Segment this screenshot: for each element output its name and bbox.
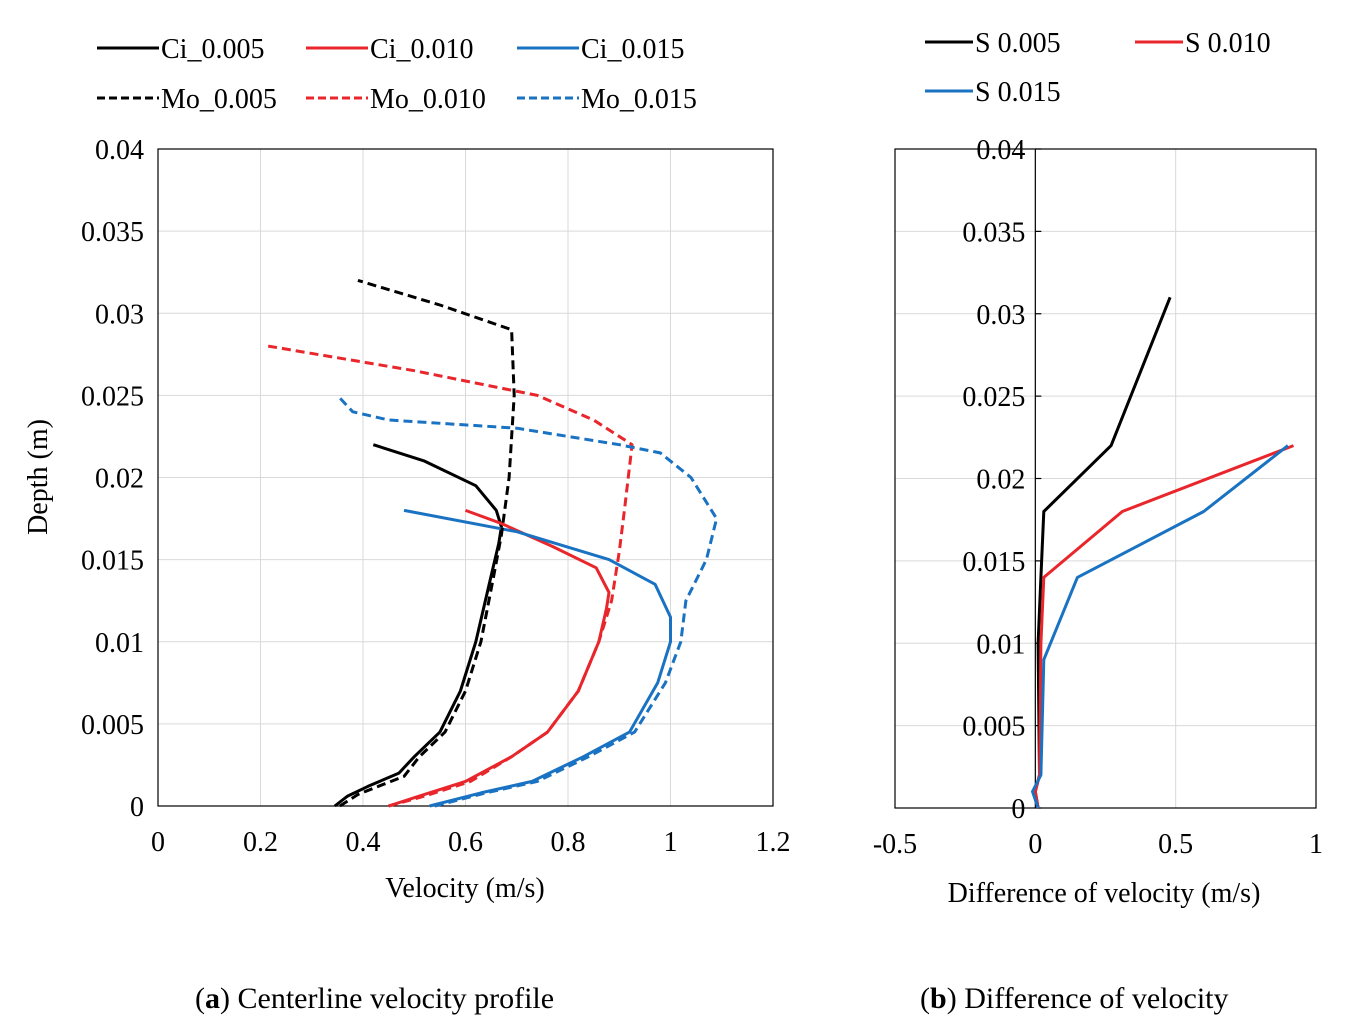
series-line-mo-0-010: [267, 344, 634, 808]
legend-label: Ci_0.010: [370, 34, 473, 65]
panel-a-x-axis-label: Velocity (m/s): [385, 873, 544, 904]
y-tick-label: 0.035: [81, 217, 144, 248]
y-tick-label: 0.02: [976, 465, 1025, 496]
y-tick-label: 0: [130, 792, 144, 823]
series-line-s-0-010: [1033, 444, 1295, 809]
panel-b-legend: S 0.005 S 0.010 S 0.015: [925, 28, 1271, 108]
x-tick-label: 0: [151, 827, 165, 858]
y-tick-label: 0.025: [81, 381, 144, 412]
y-tick-label: 0.015: [81, 546, 144, 577]
plot-area-border: [894, 148, 1317, 809]
panel-b-x-tick-labels: -0.5 0 0.5 1: [873, 829, 1323, 860]
x-tick-label: -0.5: [873, 829, 917, 860]
series-line-s-0-015: [1031, 444, 1289, 809]
legend-label: S 0.015: [975, 77, 1061, 108]
caption-b: (b) Difference of velocity: [920, 982, 1229, 1015]
y-tick-label: 0.03: [95, 299, 144, 330]
series-line-ci-0-005: [333, 443, 503, 808]
legend-label: S 0.005: [975, 28, 1061, 59]
x-tick-label: 0.8: [551, 827, 586, 858]
panel-a-y-tick-labels: 0 0.005 0.01 0.015 0.02 0.025 0.03 0.035 0.04: [81, 135, 144, 823]
y-tick-label: 0.02: [95, 464, 144, 495]
caption-b-text: Difference of velocity: [964, 982, 1229, 1015]
x-tick-label: 1: [664, 827, 678, 858]
y-tick-label: 0.01: [976, 629, 1025, 660]
caption-b-label: b: [930, 982, 947, 1015]
x-tick-label: 1.2: [756, 827, 791, 858]
caption-a: (a) Centerline velocity profile: [195, 982, 555, 1015]
panel-b-y-tick-labels: 0 0.005 0.01 0.015 0.02 0.025 0.03 0.035 0.04: [962, 135, 1025, 825]
series-line-mo-0-005: [339, 278, 516, 808]
x-tick-label: 0.2: [243, 827, 278, 858]
y-tick-label: 0: [1011, 794, 1025, 825]
x-tick-label: 0.5: [1158, 829, 1193, 860]
panel-a-x-tick-labels: 0 0.2 0.4 0.6 0.8 1 1.2: [151, 827, 791, 858]
legend-label: Ci_0.015: [581, 34, 684, 65]
legend-label: Ci_0.005: [161, 34, 264, 65]
x-tick-label: 0: [1028, 829, 1042, 860]
panel-b-x-axis-label: Difference of velocity (m/s): [948, 878, 1261, 909]
y-tick-label: 0.015: [962, 547, 1025, 578]
y-tick-label: 0.04: [976, 135, 1025, 166]
panel-a-grid: [157, 148, 774, 807]
y-tick-label: 0.04: [95, 135, 144, 166]
x-tick-label: 0.6: [448, 827, 483, 858]
y-tick-label: 0.005: [962, 712, 1025, 743]
panel-b: 0 0.005 0.01 0.015 0.02 0.025 0.03 0.035 0.04 -0…: [873, 28, 1323, 909]
panel-b-frame: [894, 148, 1317, 809]
legend-label: Mo_0.010: [370, 84, 486, 115]
caption-a-label: a: [205, 982, 220, 1015]
series-line-s-0-005: [1033, 296, 1172, 809]
panel-a-frame: [157, 148, 774, 807]
series-line-mo-0-015: [336, 394, 719, 808]
panel-b-grid: [894, 148, 1317, 809]
y-tick-label: 0.01: [95, 628, 144, 659]
legend-label: Mo_0.005: [161, 84, 277, 115]
caption-a-text: Centerline velocity profile: [237, 982, 555, 1015]
series-line-ci-0-015: [403, 508, 672, 808]
legend-label: Mo_0.015: [581, 84, 697, 115]
legend-label: S 0.010: [1185, 28, 1271, 59]
panel-b-series: [1031, 296, 1295, 809]
y-tick-label: 0.025: [962, 382, 1025, 413]
y-tick-label: 0.03: [976, 300, 1025, 331]
y-tick-label: 0.035: [962, 217, 1025, 248]
panel-a-series: [267, 278, 719, 808]
y-tick-label: 0.005: [81, 710, 144, 741]
x-tick-label: 1: [1309, 829, 1323, 860]
x-tick-label: 0.4: [346, 827, 381, 858]
panel-a-legend: Ci_0.005 Ci_0.010 Ci_0.015 Mo_0.005 Mo_0.010…: [97, 34, 697, 115]
plot-area-border: [157, 148, 774, 807]
panel-a-y-axis-label: Depth (m): [23, 419, 54, 535]
